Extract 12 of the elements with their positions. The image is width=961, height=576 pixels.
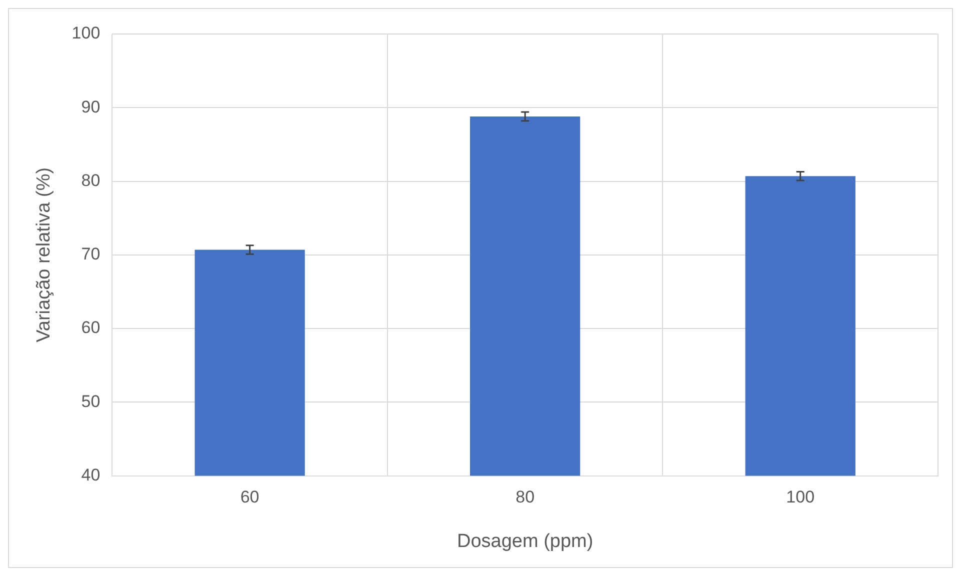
y-tick-label: 70 [81, 244, 100, 264]
y-tick-label: 40 [81, 465, 100, 484]
x-tick-label: 80 [516, 488, 535, 507]
y-axis-title: Variação relativa (%) [34, 167, 55, 342]
y-tick-label: 50 [81, 392, 100, 411]
x-tick-label: 100 [786, 488, 815, 507]
y-tick-label: 60 [81, 318, 100, 338]
x-axis-title: Dosagem (ppm) [456, 530, 594, 552]
y-tick-label: 80 [81, 170, 100, 190]
y-tick-label: 90 [81, 97, 100, 116]
y-tick-label: 100 [72, 24, 100, 43]
x-tick-label: 60 [240, 488, 260, 507]
